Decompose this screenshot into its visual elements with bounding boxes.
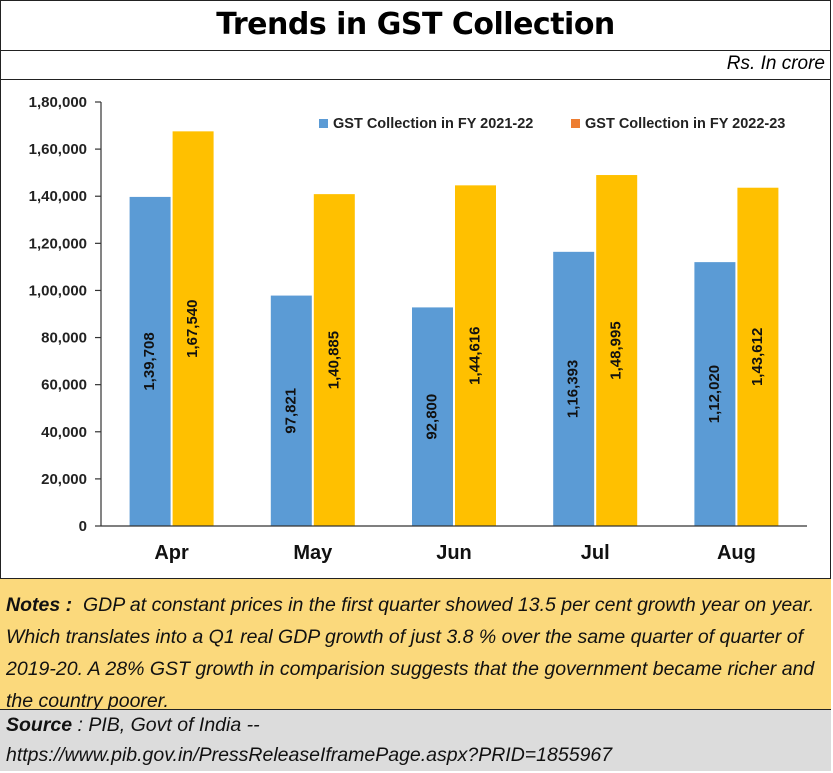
data-label: 1,12,020 <box>706 365 723 423</box>
data-label: 1,48,995 <box>608 321 625 379</box>
y-tick-label: 1,60,000 <box>29 141 87 158</box>
divider <box>0 79 831 80</box>
y-tick-label: 0 <box>79 518 87 535</box>
legend-marker <box>319 119 328 128</box>
x-axis: Apr May Jun Jul Aug <box>101 525 807 564</box>
y-tick-label: 1,40,000 <box>29 188 87 205</box>
y-axis: 0 20,000 40,000 60,000 80,000 1,00,000 1,20,00… <box>29 94 102 535</box>
bar <box>455 185 496 526</box>
legend: GST Collection in FY 2021-22 GST Collecti… <box>319 116 785 132</box>
x-tick-label: Aug <box>717 542 756 564</box>
notes-colon: : <box>60 594 73 616</box>
source-url[interactable]: https://www.pib.gov.in/PressReleaseIfram… <box>6 744 613 766</box>
bar-chart: 0 20,000 40,000 60,000 80,000 1,00,000 1,20,00… <box>29 94 807 564</box>
bar <box>313 194 355 526</box>
x-tick-label: Jun <box>436 542 472 564</box>
page-title: Trends in GST Collection <box>0 0 831 51</box>
y-tick-label: 1,20,000 <box>29 235 87 252</box>
bars: 1,39,708 1,67,540 97,821 1,40,885 92,800 1,44… <box>129 131 779 526</box>
notes-box: Notes : GDP at constant prices in the fi… <box>0 578 831 712</box>
legend-marker <box>571 119 580 128</box>
x-tick-label: May <box>293 542 333 564</box>
y-tick-label: 20,000 <box>41 471 87 488</box>
notes-text: GDP at constant prices in the first quar… <box>6 594 815 712</box>
data-label: 1,67,540 <box>184 299 201 357</box>
y-tick-label: 1,80,000 <box>29 94 87 111</box>
bar <box>412 307 453 526</box>
notes-label: Notes <box>6 594 61 616</box>
bar <box>737 187 779 526</box>
data-label: 1,43,612 <box>749 328 766 386</box>
y-tick-label: 40,000 <box>41 424 87 441</box>
data-label: 1,16,393 <box>565 360 582 418</box>
unit-label: Rs. In crore <box>726 53 825 74</box>
source-label: Source <box>6 714 73 736</box>
bar <box>270 295 312 526</box>
bar <box>553 251 595 526</box>
data-label: 1,44,616 <box>466 326 483 384</box>
data-label: 1,39,708 <box>141 332 158 390</box>
y-tick-label: 80,000 <box>41 330 87 347</box>
data-label: 97,821 <box>282 388 299 434</box>
bar <box>694 262 736 526</box>
source-box: Source : PIB, Govt of India -- https://ww… <box>0 710 831 771</box>
y-tick-label: 1,00,000 <box>29 282 87 299</box>
source-text: PIB, Govt of India -- <box>88 714 260 736</box>
data-label: 1,40,885 <box>325 331 342 389</box>
data-label: 92,800 <box>423 394 440 440</box>
legend-label: GST Collection in FY 2022-23 <box>585 116 785 132</box>
bar <box>129 196 171 526</box>
bar <box>596 175 638 526</box>
y-tick-label: 60,000 <box>41 377 87 394</box>
x-tick-label: Jul <box>581 542 610 564</box>
legend-label: GST Collection in FY 2021-22 <box>333 116 533 132</box>
x-tick-label: Apr <box>154 542 189 564</box>
bar <box>172 131 214 526</box>
